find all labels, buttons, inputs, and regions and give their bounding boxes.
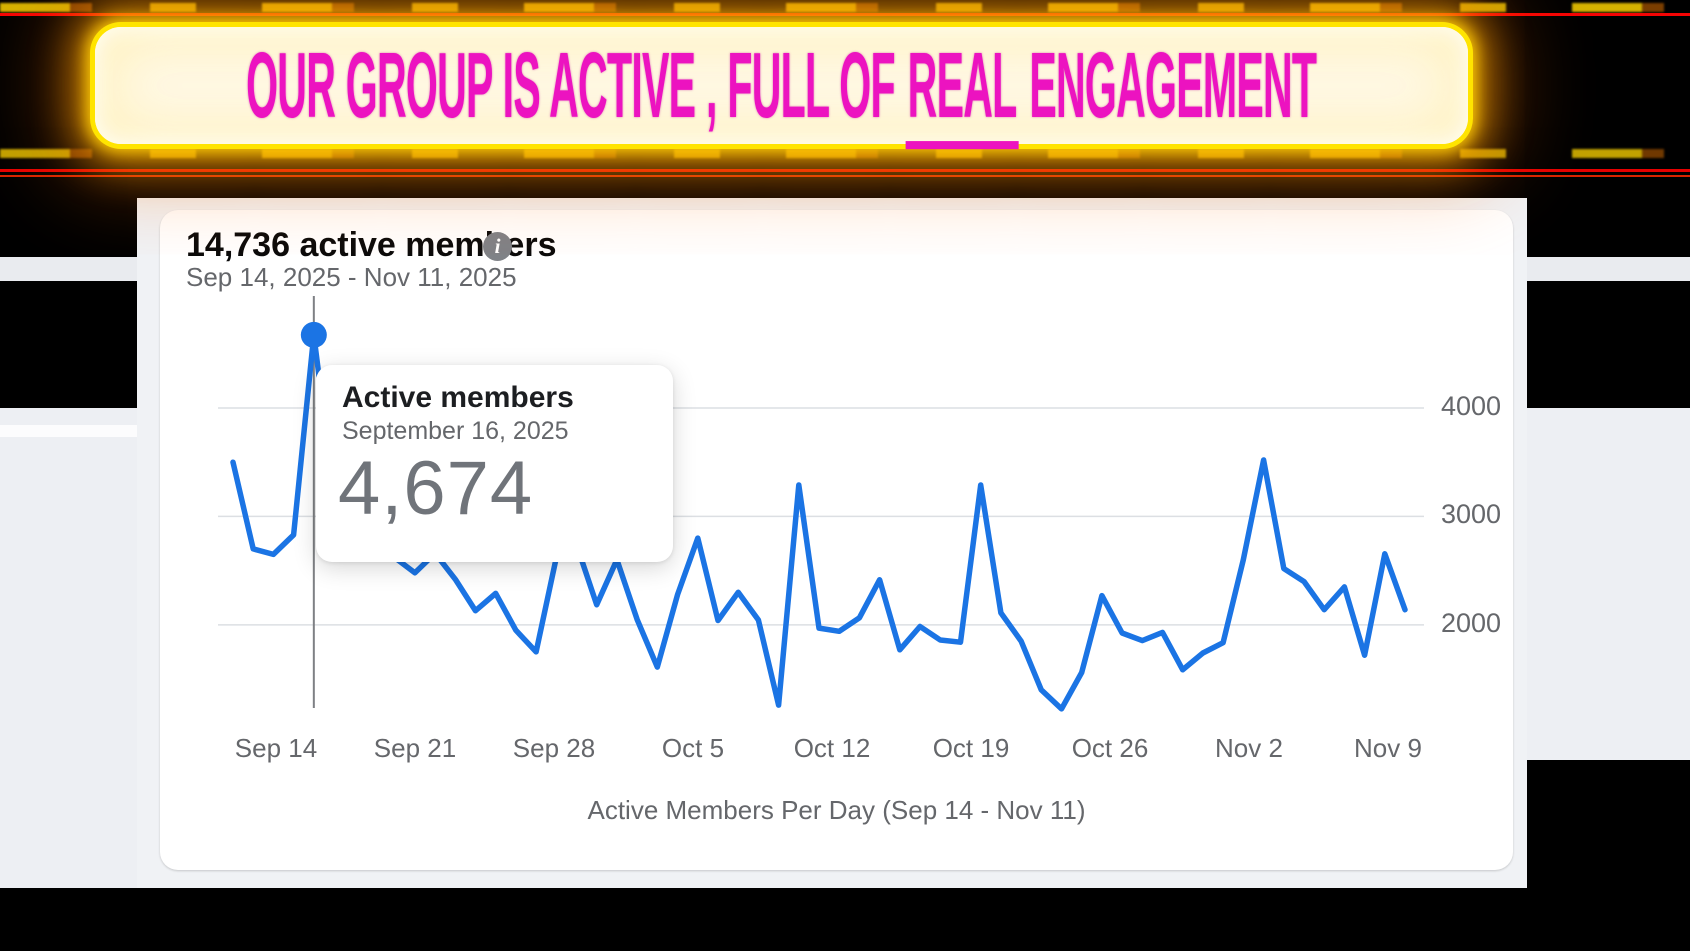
x-axis-label: Oct 19 xyxy=(932,733,1010,763)
promo-banner: OUR GROUP IS ACTIVE , FULL OF REAL ENGAG… xyxy=(95,27,1468,149)
info-icon[interactable]: i xyxy=(483,232,512,261)
promo-banner-text: OUR GROUP IS ACTIVE , FULL OF REAL ENGAG… xyxy=(246,32,1318,149)
red-glitch-line-2 xyxy=(0,175,1690,177)
glow-streak-bottom xyxy=(0,149,1690,158)
x-axis-label: Sep 21 xyxy=(373,733,457,763)
tooltip-value: 4,674 xyxy=(338,446,534,531)
x-axis-label: Oct 26 xyxy=(1071,733,1149,763)
chart-tooltip: Active members September 16, 2025 4,674 xyxy=(316,365,673,562)
tooltip-date: September 16, 2025 xyxy=(342,417,569,445)
tooltip-title: Active members xyxy=(342,381,574,414)
background-left-white-stripe xyxy=(0,425,137,437)
chart-caption: Active Members Per Day (Sep 14 - Nov 11) xyxy=(587,795,1086,825)
background-left-margin xyxy=(0,408,137,888)
x-axis-label: Nov 2 xyxy=(1215,733,1283,763)
red-glitch-line-top xyxy=(0,13,1690,16)
glow-streak-top xyxy=(0,3,1690,12)
banner-text-after: ENGAGEMENT xyxy=(1018,33,1318,138)
y-axis-label: 4000 xyxy=(1441,391,1502,421)
x-axis-label: Sep 28 xyxy=(512,733,596,763)
date-range-subtitle: Sep 14, 2025 - Nov 11, 2025 xyxy=(186,262,517,292)
y-axis-label: 2000 xyxy=(1441,607,1502,638)
x-axis-label: Nov 9 xyxy=(1354,733,1422,763)
background-right-margin xyxy=(1527,408,1690,760)
x-axis-label: Oct 12 xyxy=(793,733,871,763)
x-axis-label: Sep 14 xyxy=(234,733,318,763)
banner-highlight-underlined: REAL xyxy=(905,33,1019,149)
red-glitch-line-1 xyxy=(0,169,1690,172)
x-axis-label: Oct 5 xyxy=(661,733,725,763)
banner-text-before: OUR GROUP IS ACTIVE , FULL OF xyxy=(246,33,906,138)
y-axis-label: 3000 xyxy=(1441,499,1502,530)
